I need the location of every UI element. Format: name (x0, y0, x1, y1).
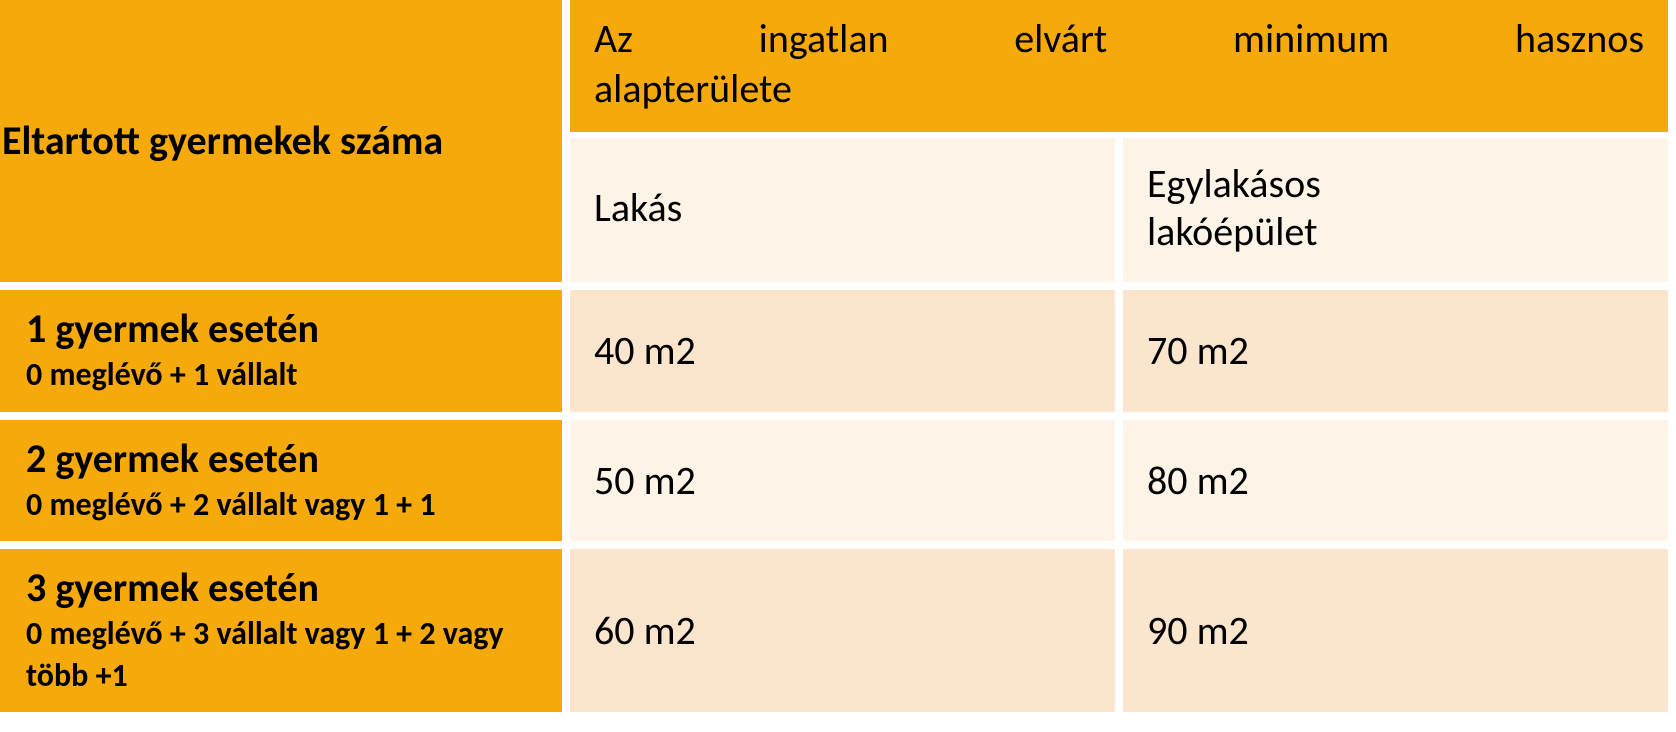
cell-col-a: 40 m2 (570, 290, 1123, 420)
table-row: 3 gyermek esetén 0 meglévő + 3 vállalt v… (0, 549, 1676, 712)
row-label: 1 gyermek esetén 0 meglévő + 1 vállalt (0, 290, 570, 420)
row-label-sub: 0 meglévő + 2 vállalt vagy 1 + 1 (26, 484, 550, 526)
row-label-main: 1 gyermek esetén (26, 304, 550, 354)
row-label-main: 3 gyermek esetén (26, 563, 550, 613)
row-label-main: 2 gyermek esetén (26, 434, 550, 484)
table-row: 1 gyermek esetén 0 meglévő + 1 vállalt 4… (0, 290, 1676, 420)
row-label: 3 gyermek esetén 0 meglévő + 3 vállalt v… (0, 549, 570, 712)
subheader-col-a: Lakás (570, 138, 1123, 290)
header-group: Az ingatlan elvárt minimum hasznos alapt… (570, 0, 1676, 138)
subheader-col-b: Egylakásos lakóépület (1123, 138, 1676, 290)
subheader-col-b-line2: lakóépület (1147, 207, 1317, 256)
row-label-sub: 0 meglévő + 3 vállalt vagy 1 + 2 vagy tö… (26, 613, 550, 696)
header-group-line1: Az ingatlan elvárt minimum hasznos (594, 14, 1644, 63)
row-label: 2 gyermek esetén 0 meglévő + 2 vállalt v… (0, 420, 570, 550)
cell-col-b: 80 m2 (1123, 420, 1676, 550)
header-group-line2: alapterülete (594, 64, 1644, 114)
table-row: 2 gyermek esetén 0 meglévő + 2 vállalt v… (0, 420, 1676, 550)
cell-col-b: 90 m2 (1123, 549, 1676, 712)
cell-col-b: 70 m2 (1123, 290, 1676, 420)
cell-col-a: 60 m2 (570, 549, 1123, 712)
row-label-sub: 0 meglévő + 1 vállalt (26, 354, 550, 396)
cell-col-a: 50 m2 (570, 420, 1123, 550)
table-header-row-1: Eltartott gyermekek száma Az ingatlan el… (0, 0, 1676, 138)
data-table: Eltartott gyermekek száma Az ingatlan el… (0, 0, 1676, 712)
subheader-col-b-line1: Egylakásos (1147, 159, 1321, 208)
table-container: Eltartott gyermekek száma Az ingatlan el… (0, 0, 1676, 712)
header-left: Eltartott gyermekek száma (0, 0, 570, 290)
